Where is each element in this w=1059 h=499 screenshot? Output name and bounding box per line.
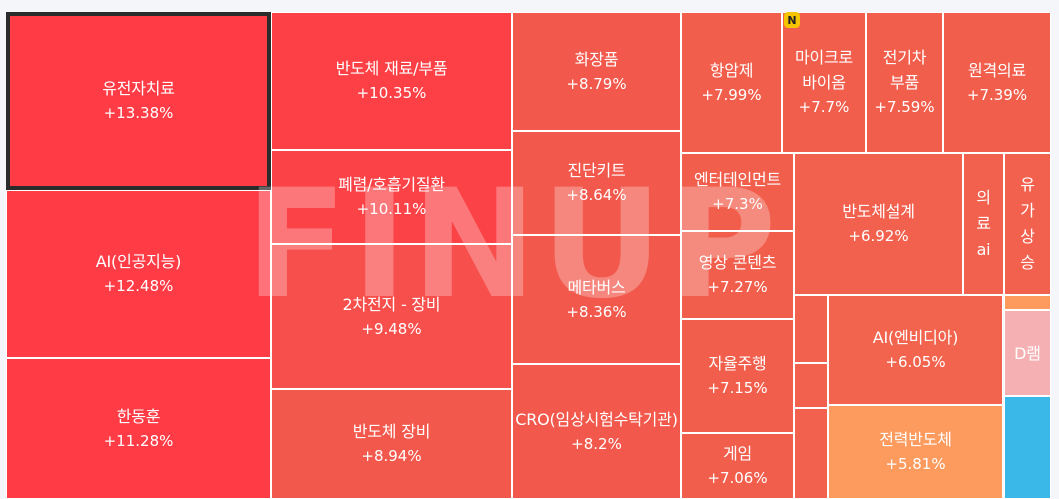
cell-value: +8.94% — [361, 447, 422, 465]
cell-label: AI(엔비디아) — [872, 328, 959, 347]
treemap-cell[interactable]: 원격의료 +7.39% — [943, 12, 1051, 153]
treemap-cell[interactable]: 의료ai — [963, 153, 1004, 295]
cell-value: +6.05% — [885, 353, 946, 371]
cell-value: +7.27% — [707, 278, 768, 296]
cell-label: 한동훈 — [116, 406, 161, 426]
treemap-cell[interactable] — [1004, 295, 1051, 310]
treemap-cell[interactable]: AI(인공지능) +12.48% — [6, 190, 271, 358]
treemap-cell[interactable]: 폐렴/호흡기질환 +10.11% — [271, 150, 512, 244]
cell-label: 2차전지 - 장비 — [342, 294, 441, 314]
treemap-cell[interactable]: 엔터테인먼트 +7.3% — [681, 153, 794, 231]
cell-value: +13.38% — [103, 104, 174, 122]
cell-label: 전기차 부품 — [882, 48, 927, 92]
cell-label: 진단키트 — [567, 161, 626, 180]
cell-label: 항암제 — [709, 60, 754, 80]
treemap-cell[interactable]: 진단키트 +8.64% — [512, 131, 681, 235]
cell-label: 엔터테인먼트 — [693, 170, 782, 189]
cell-label: D램 — [1014, 343, 1041, 363]
treemap-cell[interactable]: 전기차 부품 +7.59% — [866, 12, 943, 153]
cell-label: 화장품 — [574, 49, 619, 69]
cell-value: +7.15% — [707, 379, 768, 397]
cell-value: +12.48% — [103, 277, 174, 295]
cell-value: +10.35% — [356, 84, 427, 102]
treemap-cell[interactable]: 반도체 재료/부품 +10.35% — [271, 12, 512, 150]
treemap-cell[interactable]: AI(엔비디아) +6.05% — [828, 295, 1003, 405]
treemap-cell[interactable]: 반도체설계 +6.92% — [794, 153, 963, 295]
cell-value: +7.3% — [712, 195, 763, 213]
cell-label: AI(인공지능) — [95, 252, 182, 271]
treemap-cell[interactable]: 한동훈 +11.28% — [6, 358, 271, 499]
cell-label: 원격의료 — [967, 60, 1027, 80]
cell-label: 메타버스 — [567, 277, 626, 297]
cell-label: 자율주행 — [708, 354, 767, 373]
cell-label: 영상 콘텐츠 — [698, 253, 777, 272]
cell-label: 반도체 장비 — [352, 422, 431, 441]
treemap-cell[interactable]: 화장품 +8.79% — [512, 12, 681, 131]
treemap-cell[interactable]: D램 — [1004, 310, 1051, 396]
treemap-cell[interactable] — [794, 363, 828, 408]
treemap-cell[interactable]: 유가상승 — [1004, 153, 1051, 295]
cell-label: 반도체설계 — [842, 202, 915, 221]
treemap-cell[interactable]: 자율주행 +7.15% — [681, 319, 794, 433]
cell-value: +5.81% — [885, 455, 946, 473]
cell-value: +7.59% — [874, 98, 935, 116]
treemap-cell[interactable]: 게임 +7.06% — [681, 433, 794, 499]
cell-label: CRO(임상시험수탁기관) — [515, 409, 678, 429]
treemap-cell[interactable]: 메타버스 +8.36% — [512, 235, 681, 364]
treemap-cell[interactable]: 항암제 +7.99% — [681, 12, 782, 153]
cell-label: 반도체 재료/부품 — [335, 59, 448, 78]
theme-treemap: 유전자치료 +13.38% AI(인공지능) +12.48% 한동훈 +11.28% 반도체… — [0, 12, 1059, 499]
cell-label: 폐렴/호흡기질환 — [338, 175, 445, 194]
treemap-cell[interactable]: 마이크로 바이옴 +7.7% — [782, 12, 866, 153]
cell-label: 유전자치료 — [102, 79, 175, 98]
new-badge: N — [784, 12, 800, 28]
cell-label: 게임 — [722, 444, 753, 463]
treemap-cell[interactable]: CRO(임상시험수탁기관) +8.2% — [512, 364, 681, 499]
cell-value: +10.11% — [356, 200, 427, 218]
treemap-cell[interactable] — [794, 295, 828, 363]
cell-value: +8.64% — [566, 186, 627, 204]
treemap-cell[interactable] — [794, 408, 828, 499]
cell-value: +11.28% — [103, 431, 174, 450]
cell-value: +7.06% — [707, 469, 768, 487]
cell-value: +9.48% — [361, 319, 422, 338]
treemap-cell[interactable] — [1004, 396, 1051, 499]
cell-value: +8.79% — [566, 74, 627, 93]
cell-value: +7.99% — [701, 85, 762, 104]
cell-value: +7.7% — [798, 98, 850, 116]
cell-value: +7.39% — [966, 85, 1028, 104]
cell-value: +8.36% — [566, 302, 627, 321]
treemap-cell[interactable]: 2차전지 - 장비 +9.48% — [271, 244, 512, 389]
cell-label: 유가상승 — [1020, 175, 1035, 272]
cell-label: 마이크로 바이옴 — [794, 48, 854, 92]
cell-label: 의료ai — [976, 188, 991, 259]
treemap-cell[interactable]: 반도체 장비 +8.94% — [271, 389, 512, 499]
cell-value: +8.2% — [571, 434, 622, 453]
cell-label: 전력반도체 — [879, 430, 952, 449]
cell-value: +6.92% — [848, 227, 909, 245]
treemap-cell[interactable]: 유전자치료 +13.38% — [6, 12, 271, 190]
treemap-cell[interactable]: 영상 콘텐츠 +7.27% — [681, 231, 794, 319]
treemap-cell[interactable]: 전력반도체 +5.81% — [828, 405, 1003, 499]
